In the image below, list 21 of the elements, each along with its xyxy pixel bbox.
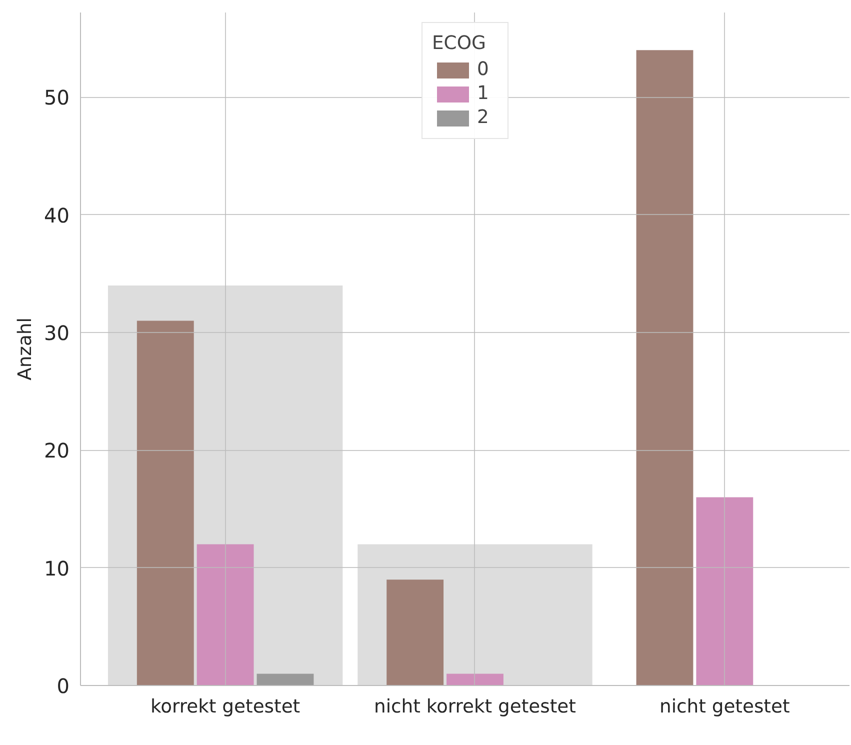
bar	[446, 674, 504, 686]
y-tick-label: 0	[56, 674, 70, 698]
x-tick-label: korrekt getestet	[150, 696, 300, 718]
legend-label: 2	[477, 107, 490, 128]
bar	[196, 544, 254, 686]
bar	[136, 320, 194, 686]
bar	[256, 674, 314, 686]
legend-label: 0	[477, 59, 490, 80]
y-tick-label: 10	[44, 556, 70, 580]
y-tick-label: 40	[44, 203, 70, 228]
bar	[636, 50, 694, 686]
legend-title: ECOG	[432, 33, 487, 54]
y-tick-label: 30	[44, 321, 70, 346]
bar	[386, 580, 444, 686]
y-tick-label: 20	[44, 438, 70, 463]
y-axis-title: Anzahl	[15, 318, 36, 380]
y-tick-label: 50	[44, 86, 70, 110]
legend-label: 1	[477, 83, 490, 104]
x-tick-label: nicht korrekt getestet	[374, 696, 576, 718]
bar	[696, 497, 754, 686]
x-tick-label: nicht getestet	[660, 696, 790, 718]
